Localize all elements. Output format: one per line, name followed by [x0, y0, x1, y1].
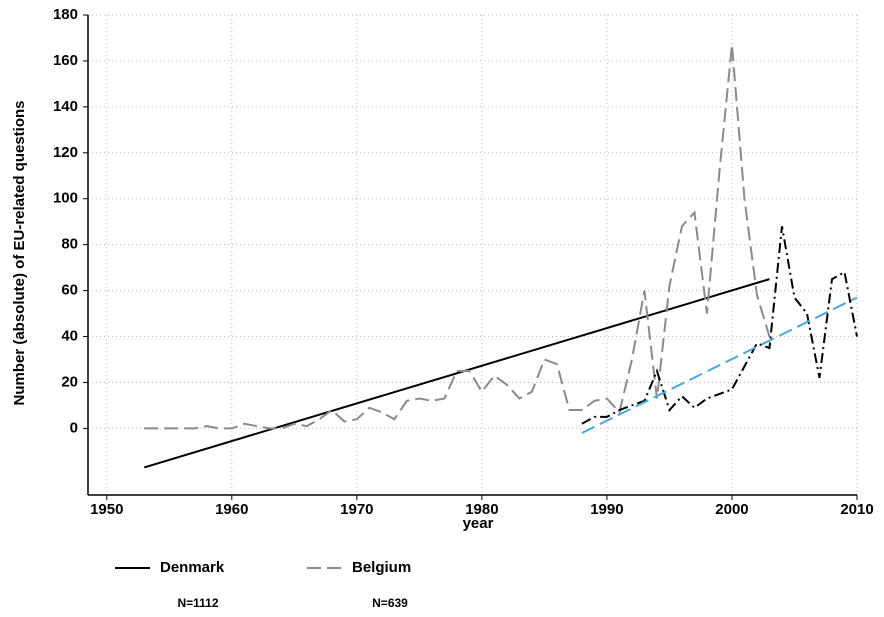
x-tick-label: 2000 — [715, 501, 748, 518]
x-tick-label: 1970 — [340, 501, 373, 518]
y-tick-label: 20 — [61, 373, 78, 390]
y-tick-label: 100 — [53, 190, 78, 207]
x-tick-label: 1990 — [590, 501, 623, 518]
y-tick-label: 160 — [53, 52, 78, 69]
note: N=639 — [372, 596, 408, 610]
series-line — [143, 278, 770, 469]
x-tick-label: 1960 — [215, 501, 248, 518]
y-axis-label: Number (absolute) of EU-related question… — [11, 100, 28, 405]
y-tick-label: 0 — [70, 419, 78, 436]
series-line — [144, 44, 771, 430]
y-tick-label: 60 — [61, 282, 78, 299]
x-tick-label: 1950 — [90, 501, 123, 518]
series-line — [581, 226, 858, 425]
legend-label: Denmark — [160, 559, 225, 576]
y-tick-label: 40 — [61, 327, 78, 344]
y-tick-label: 80 — [61, 236, 78, 253]
x-tick-label: 2010 — [840, 501, 873, 518]
x-axis-label: year — [463, 515, 494, 532]
series-line — [581, 296, 858, 434]
note: N=1112 — [177, 596, 218, 610]
legend-label: Belgium — [352, 559, 411, 576]
x-tick-label: 1980 — [465, 501, 498, 518]
y-tick-label: 180 — [53, 6, 78, 23]
y-tick-label: 120 — [53, 144, 78, 161]
y-tick-label: 140 — [53, 98, 78, 115]
